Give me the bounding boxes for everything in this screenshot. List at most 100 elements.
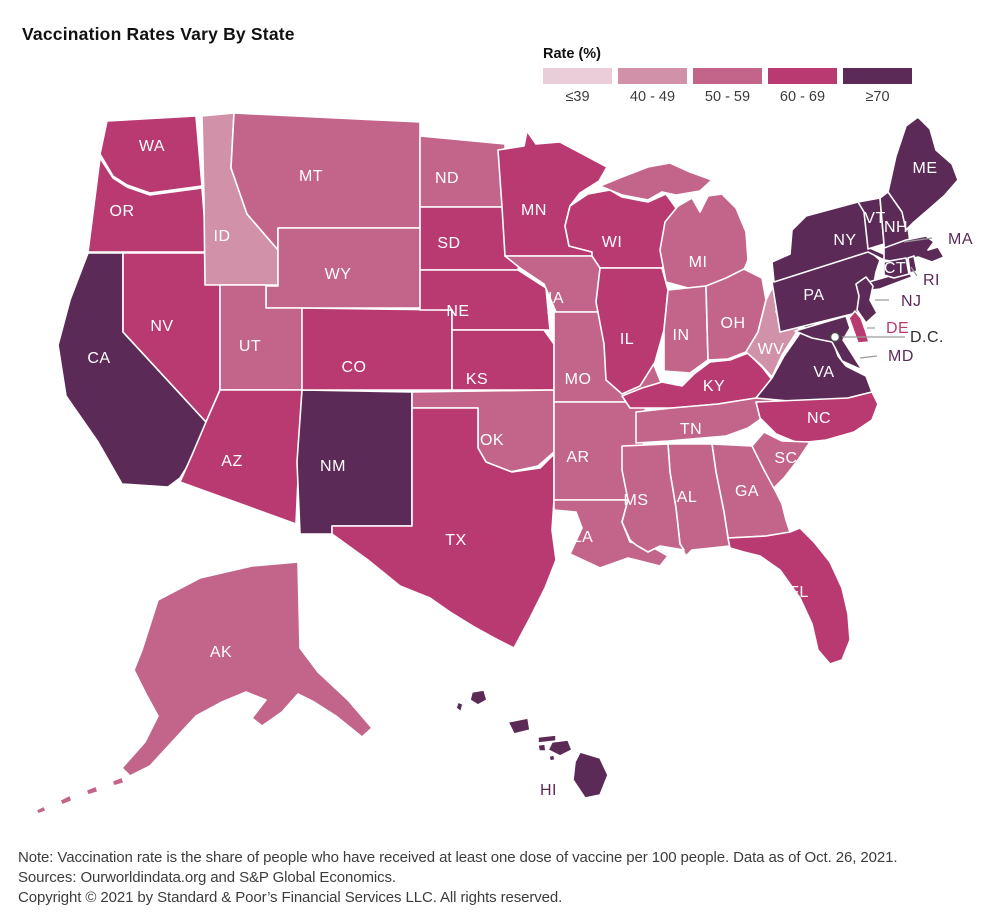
state-ME — [887, 116, 959, 231]
legend-bucket-4: ≥70 — [843, 68, 912, 105]
state-TX — [331, 407, 557, 649]
state-MD — [794, 315, 863, 371]
state-label-FL: FL — [789, 584, 809, 601]
state-DE — [848, 310, 870, 344]
legend-bucket-label: ≥70 — [865, 89, 890, 105]
state-HI-part2 — [455, 701, 464, 713]
state-CO — [301, 307, 453, 391]
state-AK-part2 — [85, 785, 99, 796]
legend-bucket-2: 50 - 59 — [693, 68, 762, 105]
legend-swatch — [543, 68, 612, 84]
state-WA — [99, 115, 203, 194]
legend-bucket-1: 40 - 49 — [618, 68, 687, 105]
state-label-SC: SC — [774, 450, 797, 467]
state-HI-part7 — [548, 754, 556, 762]
state-label-RI: RI — [923, 272, 940, 289]
state-label-IA: IA — [548, 290, 564, 307]
state-label-WI: WI — [602, 234, 623, 251]
legend-bucket-label: 40 - 49 — [629, 89, 676, 105]
leader-line-MD — [859, 355, 878, 359]
state-label-LA: LA — [573, 529, 594, 546]
state-label-HI: HI — [540, 782, 557, 799]
state-label-PA: PA — [803, 287, 824, 304]
state-label-WY: WY — [325, 266, 352, 283]
state-label-KS: KS — [466, 371, 488, 388]
state-HI-part1 — [469, 689, 488, 706]
state-label-NJ: NJ — [901, 293, 922, 310]
state-label-ID: ID — [214, 228, 231, 245]
legend-title: Rate (%) — [543, 46, 602, 62]
state-label-AK: AK — [210, 644, 232, 661]
leader-line-RI — [910, 266, 918, 277]
legend-bucket-label: 60 - 69 — [779, 89, 826, 105]
state-AK-part1 — [59, 794, 73, 806]
legend-swatch — [768, 68, 837, 84]
state-IL — [595, 267, 669, 395]
state-label-TX: TX — [445, 532, 466, 549]
state-label-MO: MO — [565, 371, 592, 388]
state-label-MD: MD — [888, 348, 914, 365]
state-FL — [727, 527, 851, 665]
state-label-ME: ME — [913, 160, 938, 177]
footer-copyright: Copyright © 2021 by Standard & Poor’s Fi… — [18, 889, 563, 906]
state-label-AZ: AZ — [221, 453, 242, 470]
state-label-MT: MT — [299, 168, 323, 185]
dc-marker-circle — [829, 331, 841, 343]
state-AK — [121, 561, 373, 777]
state-label-AL: AL — [677, 489, 698, 506]
state-CT — [883, 257, 910, 279]
state-label-MI: MI — [689, 254, 708, 271]
state-NJ — [855, 276, 878, 324]
state-label-DC: D.C. — [910, 329, 944, 346]
state-label-DE: DE — [886, 320, 909, 337]
state-label-IL: IL — [620, 331, 634, 348]
footer-note: Note: Vaccination rate is the share of p… — [18, 849, 898, 866]
state-label-OH: OH — [721, 315, 746, 332]
legend-bucket-3: 60 - 69 — [768, 68, 837, 105]
state-AK-part4 — [35, 805, 47, 815]
state-ND — [419, 135, 508, 208]
state-label-GA: GA — [735, 483, 759, 500]
state-label-VT: VT — [864, 210, 885, 227]
legend-bucket-label: ≤39 — [565, 89, 590, 105]
state-label-TN: TN — [680, 421, 702, 438]
state-label-SD: SD — [437, 235, 460, 252]
state-OR — [87, 157, 208, 253]
state-HI-part3 — [507, 717, 531, 735]
state-label-IN: IN — [673, 327, 690, 344]
legend-swatch — [618, 68, 687, 84]
legend-swatch — [843, 68, 912, 84]
state-label-KY: KY — [703, 378, 725, 395]
state-label-ND: ND — [435, 170, 459, 187]
state-label-MN: MN — [521, 202, 547, 219]
legend-swatch — [693, 68, 762, 84]
state-label-WA: WA — [139, 138, 165, 155]
state-label-UT: UT — [239, 338, 261, 355]
footer-sources: Sources: Ourworldindata.org and S&P Glob… — [18, 869, 396, 886]
state-MI-part1 — [599, 162, 713, 201]
leader-line-MA — [903, 237, 933, 243]
legend-bucket-0: ≤39 — [543, 68, 612, 105]
state-label-CT: CT — [884, 260, 906, 277]
state-label-OK: OK — [480, 432, 504, 449]
state-label-CO: CO — [342, 359, 367, 376]
state-label-NE: NE — [446, 303, 469, 320]
page-title: Vaccination Rates Vary By State — [22, 23, 295, 44]
state-MS — [621, 443, 685, 553]
state-HI-part6 — [547, 739, 573, 757]
state-HI — [572, 751, 609, 799]
state-AK-part3 — [111, 776, 125, 787]
state-NM — [296, 389, 413, 535]
state-label-NC: NC — [807, 410, 831, 427]
legend-buckets: ≤39 40 - 49 50 - 59 60 - 69 ≥70 — [543, 68, 933, 105]
footer: Note: Vaccination rate is the share of p… — [18, 848, 897, 908]
state-label-VA: VA — [813, 364, 834, 381]
legend-bucket-label: 50 - 59 — [704, 89, 751, 105]
state-label-NH: NH — [884, 219, 908, 236]
state-label-NV: NV — [150, 318, 173, 335]
state-label-WV: WV — [758, 341, 785, 358]
legend: Rate (%) ≤39 40 - 49 50 - 59 60 - 69 ≥70 — [543, 46, 933, 105]
state-RI — [907, 255, 918, 274]
state-VT — [857, 197, 885, 250]
